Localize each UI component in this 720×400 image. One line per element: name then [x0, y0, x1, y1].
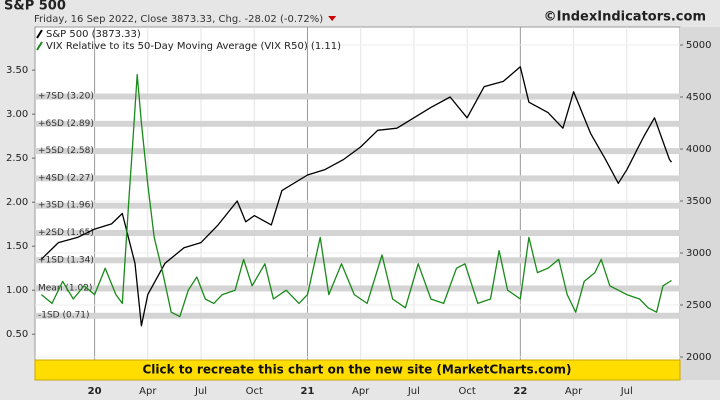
sd-band-label: +5SD (2.58): [38, 146, 94, 156]
sd-band-label: +1SD (1.34): [38, 255, 94, 265]
legend: S&P 500 (3873.33)VIX Relative to its 50-…: [36, 29, 341, 52]
y2-tick-label: 5000: [686, 40, 711, 51]
series-line: [40, 73, 672, 318]
x-tick-label: Oct: [246, 386, 263, 397]
y-tick-label: 1.00: [6, 285, 28, 296]
banner-box[interactable]: [34, 359, 681, 381]
y-tick-label: 2.00: [6, 197, 28, 208]
sd-band: [35, 257, 680, 264]
x-tick-label: Jul: [407, 386, 420, 397]
chart-subtitle: Friday, 16 Sep 2022, Close 3873.33, Chg.…: [34, 14, 323, 25]
lines: [40, 66, 673, 327]
sd-band-label: +2SD (1.65): [38, 228, 94, 238]
sd-band-label: Mean (1.02): [38, 283, 92, 293]
y2-tick-label: 3000: [686, 248, 711, 259]
chart-title: S&P 500: [4, 0, 66, 14]
banner-text[interactable]: Click to recreate this chart on the new …: [142, 363, 571, 377]
sd-band: [35, 175, 680, 182]
x-tick-label: Apr: [139, 386, 157, 397]
change-arrow: [328, 16, 337, 21]
sd-band-label: -1SD (0.71): [38, 311, 90, 321]
right-axis-panel: [680, 27, 720, 380]
sd-band: [35, 93, 680, 100]
y-tick-label: 0.50: [6, 329, 28, 340]
y2-tick-label: 2500: [686, 300, 711, 311]
legend-swatch: [36, 29, 43, 39]
x-tick-label: 21: [301, 386, 315, 397]
source: ©IndexIndicators.com: [544, 10, 706, 25]
sd-band: [35, 285, 680, 292]
y2-tick-label: 3500: [686, 196, 711, 207]
x-tick-label: Apr: [565, 386, 583, 397]
axes: 20 Apr Jul Oct 21 Apr Jul Oct 22 Apr Jul 0.50 1.00 1.…: [6, 40, 711, 397]
sd-band: [35, 229, 680, 236]
y-tick-label: 3.50: [6, 65, 28, 76]
banner[interactable]: Click to recreate this chart on the new …: [34, 359, 681, 381]
sd-band: [35, 120, 680, 127]
sd-band-label: +6SD (2.89): [38, 119, 94, 129]
y2-tick-label: 4500: [686, 92, 711, 103]
sd-band-label: +3SD (1.96): [38, 201, 94, 211]
sd-band: [35, 312, 680, 319]
y2-tick-label: 2000: [686, 352, 711, 363]
y-tick-label: 2.50: [6, 153, 28, 164]
y2-tick-label: 4000: [686, 144, 711, 155]
sd-band-label: +4SD (2.27): [38, 173, 94, 183]
x-tick-label: Oct: [458, 386, 475, 397]
x-tick-label: Jul: [194, 386, 207, 397]
y-tick-label: 3.00: [6, 109, 28, 120]
legend-label: VIX Relative to its 50-Day Moving Averag…: [46, 41, 341, 52]
sd-band-label: +7SD (3.20): [38, 92, 94, 102]
x-tick-label: 22: [513, 386, 527, 397]
sd-band: [35, 202, 680, 209]
sd-band: [35, 148, 680, 155]
x-tick-label: Jul: [620, 386, 633, 397]
x-tick-label: Apr: [352, 386, 370, 397]
legend-label: S&P 500 (3873.33): [46, 29, 141, 40]
bands: +7SD (3.20) +6SD (2.89) +5SD (2.58) +4SD (2…: [35, 92, 680, 321]
series-line: [40, 66, 673, 327]
y-tick-label: 1.50: [6, 241, 28, 252]
legend-swatch: [36, 41, 43, 51]
x-tick-label: 20: [88, 386, 102, 397]
